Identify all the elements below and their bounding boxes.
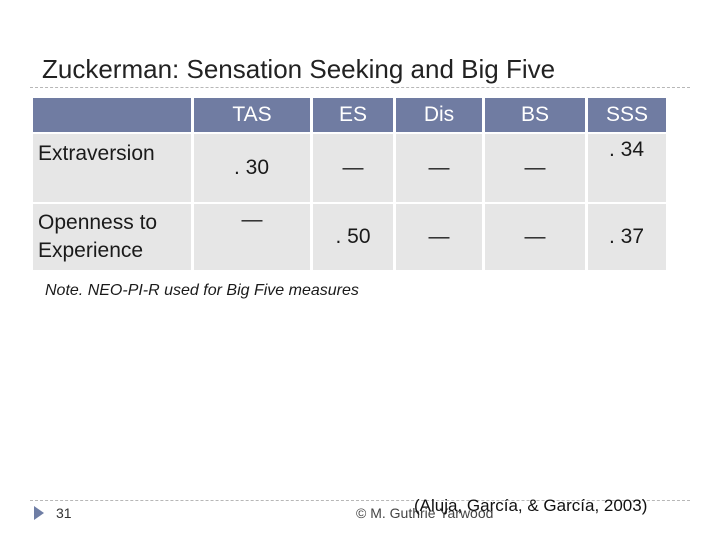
header-cell-sss: SSS <box>588 98 666 132</box>
header-cell-blank <box>33 98 191 132</box>
footnote: Note. NEO-PI-R used for Big Five measure… <box>45 282 359 299</box>
header-cell-es: ES <box>313 98 393 132</box>
table-cell: . 50 <box>313 204 393 270</box>
header-cell-bs: BS <box>485 98 585 132</box>
footer-divider <box>30 500 690 501</box>
citation-text: (Aluja, García, & García, 2003) <box>414 496 648 515</box>
table-cell: — <box>396 204 482 270</box>
table-cell: . 37 <box>588 204 666 270</box>
triangle-marker-icon <box>34 506 44 520</box>
header-cell-dis: Dis <box>396 98 482 132</box>
table-header-row: TAS ES Dis BS SSS <box>33 98 666 132</box>
correlation-table: TAS ES Dis BS SSS Extraversion . 30 — — … <box>30 96 669 272</box>
table-cell: — <box>194 204 310 270</box>
table-cell: — <box>313 134 393 202</box>
table-cell: — <box>485 134 585 202</box>
row-label-extraversion: Extraversion <box>33 134 191 202</box>
row-label-openness: Openness to Experience <box>33 204 191 270</box>
table-cell: . 34 <box>588 134 666 202</box>
slide-title: Zuckerman: Sensation Seeking and Big Fiv… <box>42 54 556 84</box>
copyright-text: © M. Guthrie Yarwood <box>356 505 494 521</box>
page-number: 31 <box>56 505 72 521</box>
table-row: Openness to Experience — . 50 — — . 37 <box>33 204 666 270</box>
header-cell-tas: TAS <box>194 98 310 132</box>
table-cell: . 30 <box>194 134 310 202</box>
table-cell: — <box>396 134 482 202</box>
title-divider <box>30 87 690 88</box>
table-row: Extraversion . 30 — — — . 34 <box>33 134 666 202</box>
table-cell: — <box>485 204 585 270</box>
